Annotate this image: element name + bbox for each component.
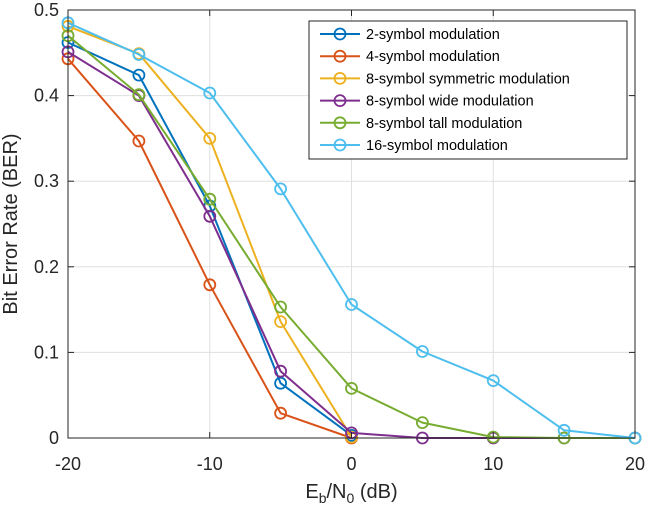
legend-label: 2-symbol modulation <box>366 27 500 43</box>
y-tick-label: 0 <box>49 428 59 448</box>
legend-label: 8-symbol symmetric modulation <box>366 71 570 87</box>
y-tick-label: 0.4 <box>34 86 59 106</box>
data-point <box>274 406 288 420</box>
legend-swatch-marker <box>333 72 347 85</box>
legend-swatch-marker <box>333 27 347 41</box>
data-point <box>486 374 500 388</box>
data-point <box>203 131 217 145</box>
legend-item: 8-symbol symmetric modulation <box>320 71 570 87</box>
legend-item: 2-symbol modulation <box>320 27 500 43</box>
x-tick-label: -10 <box>197 454 223 474</box>
data-point <box>274 364 288 378</box>
legend: 2-symbol modulation 4-symbol modulation 8-… <box>308 20 628 160</box>
data-point <box>203 192 217 206</box>
data-point <box>132 48 146 61</box>
legend-item: 4-symbol modulation <box>320 49 500 65</box>
data-point <box>274 315 288 329</box>
y-tick-label: 0.1 <box>34 342 59 362</box>
legend-box <box>308 20 628 160</box>
legend-swatch-marker <box>333 94 347 107</box>
data-point <box>486 430 500 444</box>
x-axis-label: Eb/N0 (dB) <box>305 481 397 506</box>
y-tick-label: 0.2 <box>34 257 59 277</box>
data-point <box>345 298 358 311</box>
x-tick-label: 10 <box>483 454 503 474</box>
data-point <box>274 182 288 196</box>
x-tick-label: 20 <box>625 454 645 474</box>
legend-label: 4-symbol modulation <box>366 49 500 65</box>
data-point <box>203 209 217 223</box>
legend-swatch-marker <box>333 138 347 152</box>
data-point <box>415 416 429 430</box>
y-tick-label: 0.5 <box>34 0 59 20</box>
y-tick-label: 0.3 <box>34 171 59 191</box>
legend-item: 16-symbol modulation <box>320 138 508 154</box>
data-point <box>132 68 146 82</box>
y-axis-label: Bit Error Rate (BER) <box>0 133 22 314</box>
data-point <box>415 345 429 358</box>
series-line <box>67 21 636 439</box>
legend-swatch-marker <box>333 116 347 130</box>
data-point <box>132 134 146 148</box>
data-point <box>274 300 288 314</box>
legend-item: 8-symbol tall modulation <box>320 116 522 132</box>
series-line <box>67 41 353 437</box>
data-point <box>557 423 571 437</box>
x-tick-label: -20 <box>55 454 81 474</box>
legend-label: 8-symbol tall modulation <box>366 116 522 132</box>
legend-item: 8-symbol wide modulation <box>320 94 534 110</box>
data-point <box>203 86 217 100</box>
x-tick-label: 0 <box>346 454 356 474</box>
legend-label: 16-symbol modulation <box>366 138 508 154</box>
data-point <box>132 88 146 102</box>
series-line <box>67 58 352 439</box>
data-point <box>274 376 288 390</box>
axis-ticks: -20 -10 0 10 20 0 0.1 0.2 0.3 0.4 0.5 <box>34 0 645 474</box>
data-point <box>345 381 358 395</box>
legend-swatch-marker <box>333 49 347 63</box>
legend-label: 8-symbol wide modulation <box>366 94 534 110</box>
data-point <box>203 278 217 292</box>
